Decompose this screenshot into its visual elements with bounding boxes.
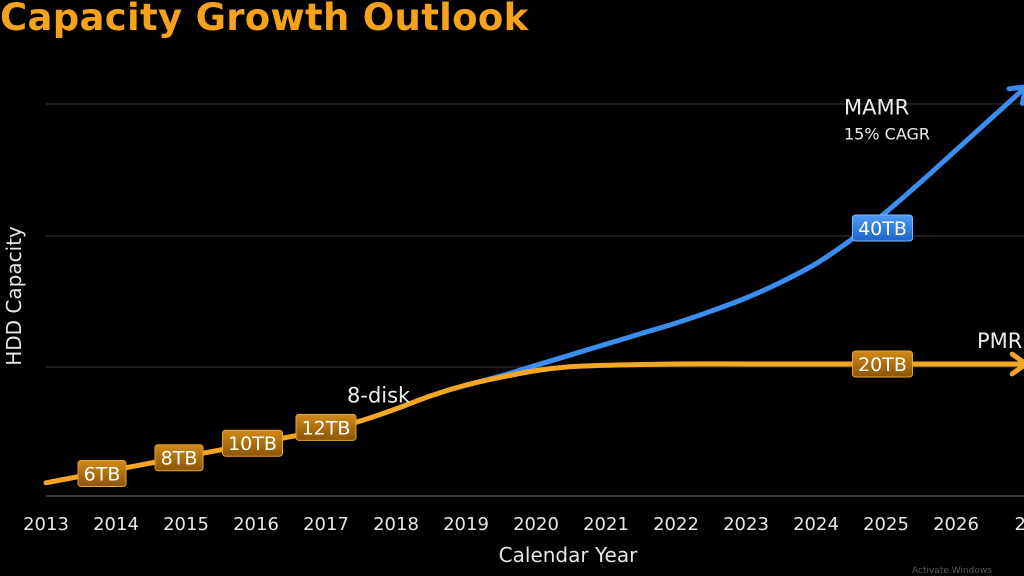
annotation-text: 15% CAGR: [844, 125, 930, 144]
data-label: 10TB: [222, 429, 283, 457]
data-label-box: [852, 350, 913, 378]
data-label: 6TB: [77, 460, 127, 488]
x-tick-label: 2020: [513, 514, 559, 535]
data-labels: 6TB 8TB 10TB 12TB 20TB 40TB: [77, 214, 913, 488]
x-tick-label: 2013: [23, 514, 69, 535]
series-arrow-pmr: [1009, 351, 1024, 377]
x-tick-label: 2015: [163, 514, 209, 535]
annotations: 8-disk MAMR 15% CAGR PMR: [347, 96, 1022, 408]
data-label-box: [222, 429, 283, 457]
data-label: 20TB: [852, 350, 913, 378]
x-tick-label: 2014: [93, 514, 139, 535]
x-axis-label: Calendar Year: [499, 543, 638, 567]
x-tick-label: 2019: [443, 514, 489, 535]
x-tick-label: 2023: [723, 514, 769, 535]
data-label-text: 20TB: [858, 354, 907, 376]
data-label: 8TB: [154, 444, 204, 472]
data-label-text: 6TB: [84, 464, 121, 486]
annotation-text: MAMR: [844, 96, 909, 120]
data-label-box: [154, 444, 204, 472]
data-label-box: [852, 214, 913, 242]
x-tick-label: 2021: [583, 514, 629, 535]
watermark-text: Activate Windows: [912, 566, 992, 576]
x-tick-label: 2016: [233, 514, 279, 535]
x-tick-label: 2022: [653, 514, 699, 535]
page-title: Capacity Growth Outlook: [0, 0, 529, 39]
series-lines: [43, 84, 1024, 486]
x-tick-label: 20: [1015, 514, 1024, 535]
data-label-box: [77, 460, 127, 488]
y-axis-label: HDD Capacity: [2, 226, 26, 366]
data-label-box: [295, 413, 357, 441]
series-line-mamr: [463, 85, 1024, 388]
data-label-text: 10TB: [228, 433, 277, 455]
x-tick-label: 2017: [303, 514, 349, 535]
data-label-text: 40TB: [858, 218, 907, 240]
x-tick-label: 2026: [933, 514, 979, 535]
x-tick-label: 2025: [863, 514, 909, 535]
data-label: 40TB: [852, 214, 913, 242]
data-label-text: 12TB: [302, 417, 351, 439]
data-label-text: 8TB: [161, 448, 198, 470]
data-label: 12TB: [295, 413, 357, 441]
annotation-text: PMR: [977, 329, 1022, 353]
annotation-text: 8-disk: [347, 383, 411, 407]
x-tick-label: 2024: [793, 514, 839, 535]
x-tick-label: 2018: [373, 514, 419, 535]
x-tick-labels: 2013 2014 2015 2016 2017 2018 2019 2020 2021 2022…: [23, 514, 1024, 535]
